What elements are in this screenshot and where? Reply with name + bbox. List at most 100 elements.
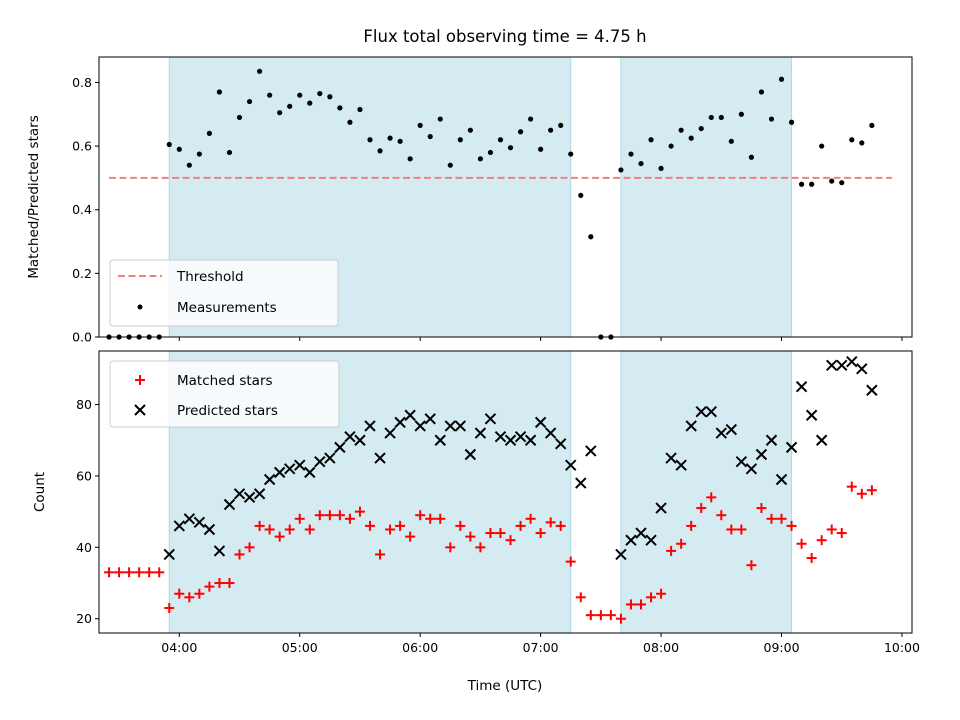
- y-tick-label: 0.0: [72, 330, 92, 345]
- predicted-star-point: [273, 466, 286, 479]
- predicted-star-point: [243, 491, 256, 504]
- matched-star-point: [224, 578, 235, 589]
- matched-star-point: [244, 542, 255, 553]
- matched-star-point: [676, 538, 687, 549]
- y-tick-label: 0.4: [72, 202, 92, 217]
- predicted-star-point: [203, 523, 216, 536]
- predicted-star-point: [795, 380, 808, 393]
- predicted-star-point: [334, 441, 346, 454]
- measurement-point: [397, 138, 403, 144]
- measurement-point: [708, 114, 714, 121]
- y-tick-label: 60: [76, 468, 92, 483]
- measurement-point: [277, 110, 283, 116]
- x-tick-label: 09:00: [764, 640, 800, 655]
- matched-star-point: [375, 549, 386, 560]
- matched-star-point: [415, 510, 426, 521]
- chart-title: Flux total observing time = 4.75 h: [363, 27, 646, 46]
- predicted-star-point: [524, 434, 537, 446]
- predicted-star-point: [314, 455, 326, 468]
- matched-star-point: [324, 510, 335, 521]
- matched-star-point: [625, 599, 636, 610]
- predicted-star-point: [494, 430, 507, 443]
- matched-star-point: [686, 520, 697, 531]
- matched-star-point: [716, 510, 727, 521]
- matched-star-point: [134, 567, 145, 578]
- predicted-star-point: [705, 405, 717, 418]
- predicted-star-point: [173, 520, 186, 532]
- matched-star-point: [164, 603, 175, 614]
- matched-star-point: [405, 531, 416, 542]
- matched-star-point: [726, 524, 737, 535]
- x-tick-label: 08:00: [643, 640, 679, 655]
- top-legend: Threshold Measurements: [109, 259, 339, 327]
- measurement-point: [538, 146, 544, 152]
- bottom-y-axis-label: Count: [32, 472, 48, 512]
- measurement-point: [849, 137, 855, 143]
- top-plot-marks: [106, 68, 892, 340]
- predicted-star-point: [294, 459, 306, 471]
- predicted-star-point: [615, 548, 627, 561]
- matched-star-point: [846, 481, 857, 492]
- matched-star-point: [204, 581, 215, 592]
- legend-plus-marker: [135, 375, 145, 385]
- matched-star-point: [545, 517, 556, 528]
- x-tick-label: 04:00: [161, 640, 197, 655]
- matched-star-point: [525, 513, 536, 524]
- measurement-point: [809, 181, 815, 187]
- legend-predicted-swatch: [134, 404, 146, 416]
- measurement-point: [317, 90, 323, 97]
- matched-star-point: [646, 592, 657, 603]
- predicted-star-point: [263, 473, 276, 486]
- x-tick-label: 07:00: [523, 640, 559, 655]
- measurement-point: [226, 149, 233, 156]
- measurement-point: [206, 130, 213, 136]
- matched-star-point: [184, 592, 195, 603]
- predicted-star-point: [805, 409, 818, 421]
- matched-star-point: [284, 524, 295, 535]
- predicted-star-point: [253, 488, 266, 500]
- measurement-point: [166, 141, 172, 148]
- predicted-star-point: [344, 430, 356, 443]
- measurement-point: [457, 137, 463, 143]
- matched-star-point: [314, 510, 325, 521]
- matched-star-point: [344, 513, 355, 524]
- predicted-star-point: [565, 459, 577, 471]
- legend-matched-label: Matched stars: [177, 373, 273, 389]
- predicted-star-point: [444, 420, 457, 432]
- measurement-point: [638, 160, 644, 167]
- measurement-point: [216, 89, 223, 95]
- matched-star-point: [555, 520, 566, 531]
- matched-star-point: [585, 610, 596, 621]
- measurement-point: [437, 116, 443, 122]
- measurement-point: [477, 156, 484, 162]
- predicted-star-point: [454, 420, 467, 432]
- predicted-star-point: [685, 420, 697, 432]
- predicted-star-point: [233, 488, 246, 500]
- matched-star-point: [465, 531, 476, 542]
- measurement-point: [628, 151, 634, 157]
- predicted-star-point: [715, 427, 728, 439]
- measurement-point: [307, 100, 313, 106]
- predicted-star-point: [364, 420, 376, 432]
- x-tick-label: 05:00: [282, 640, 318, 655]
- matched-star-point: [264, 524, 275, 535]
- matched-star-point: [656, 588, 667, 599]
- y-tick-label: 40: [76, 540, 92, 555]
- legend-threshold-label: Threshold: [176, 269, 244, 285]
- x-tick-label: 10:00: [884, 640, 920, 655]
- measurement-point: [176, 146, 182, 152]
- measurement-point: [568, 151, 574, 157]
- predicted-star-point: [645, 534, 657, 546]
- bottom-y-axis: 20 40 60 80: [76, 397, 99, 626]
- measurement-point: [558, 122, 564, 129]
- matched-star-point: [816, 535, 827, 546]
- measurement-point: [728, 138, 734, 144]
- matched-star-point: [365, 520, 375, 531]
- measurement-point: [548, 127, 554, 133]
- measurement-point: [196, 151, 202, 157]
- predicted-star-point: [755, 448, 768, 461]
- measurement-point: [658, 165, 664, 171]
- matched-star-point: [615, 613, 626, 624]
- measurement-point: [497, 137, 504, 143]
- matched-star-point: [806, 553, 817, 564]
